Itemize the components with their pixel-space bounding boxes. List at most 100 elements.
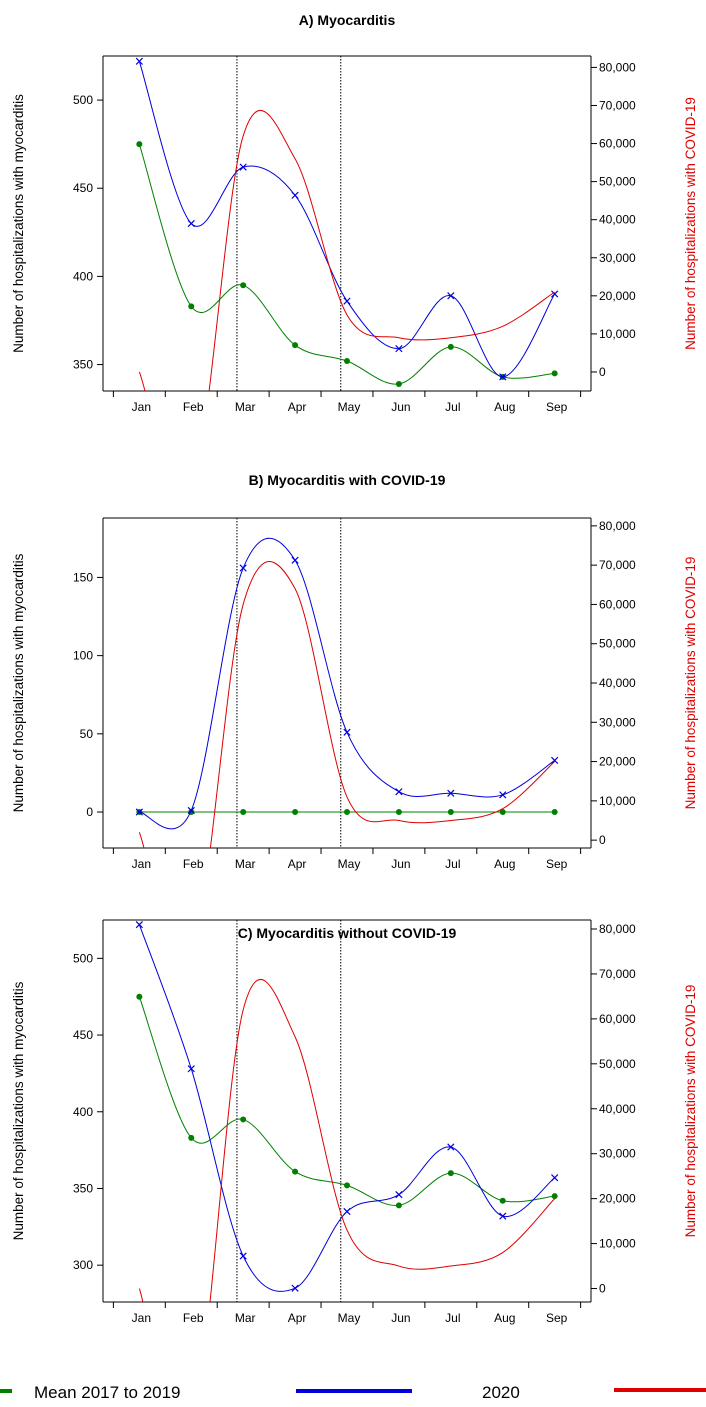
y2-tick-label: 50,000 xyxy=(599,637,636,651)
y-tick-label: 300 xyxy=(73,1258,93,1272)
x-tick-label: Sep xyxy=(546,400,568,414)
chart-title: B) Myocarditis with COVID-19 xyxy=(249,472,446,488)
y2-tick-label: 70,000 xyxy=(599,558,636,572)
y2-tick-label: 40,000 xyxy=(599,213,636,227)
x-tick-label: Apr xyxy=(288,1311,307,1325)
data-point-mean-2017-to-2019 xyxy=(499,809,506,816)
data-point-2020 xyxy=(551,756,559,765)
data-point-mean-2017-to-2019 xyxy=(188,1134,195,1141)
y-tick-label: 450 xyxy=(73,1028,93,1042)
marker-stroke xyxy=(291,556,299,564)
marker-stroke xyxy=(499,791,507,799)
series-line-2020 xyxy=(138,924,555,1292)
chart-panel-1: A) Myocarditis Jan Feb Mar Apr May Jun Jul Aug Se… xyxy=(11,12,698,414)
y2-tick-label: 0 xyxy=(599,1282,606,1296)
legend: Mean 2017 to 2019 2020 xyxy=(0,1383,706,1402)
marker-stroke xyxy=(187,1065,195,1073)
data-point-mean-2017-to-2019 xyxy=(240,282,247,289)
y2-axis-label: Number of hospitalizations with COVID-19 xyxy=(683,557,698,810)
y-tick-label: 50 xyxy=(80,727,94,741)
data-point-2020 xyxy=(499,373,507,381)
data-point-mean-2017-to-2019 xyxy=(292,809,299,816)
x-tick-label: Mar xyxy=(235,400,256,414)
y2-tick-label: 40,000 xyxy=(599,1102,636,1116)
marker-stroke xyxy=(395,788,403,796)
data-point-2020 xyxy=(343,1207,351,1216)
data-point-mean-2017-to-2019 xyxy=(395,1202,402,1209)
y2-tick-label: 70,000 xyxy=(599,98,636,112)
marker-stroke xyxy=(551,290,559,298)
series-line-mean-2017-to-2019 xyxy=(138,996,555,1206)
data-point-mean-2017-to-2019 xyxy=(447,809,454,816)
y-tick-label: 150 xyxy=(73,570,93,584)
y2-tick-label: 80,000 xyxy=(599,60,636,74)
y-axis-label: Number of hospitalizations with myocardi… xyxy=(11,94,26,353)
x-tick-label: Mar xyxy=(235,1311,256,1325)
data-point-2020 xyxy=(187,806,195,815)
x-tick-label: Sep xyxy=(546,1311,568,1325)
y2-tick-label: 40,000 xyxy=(599,676,636,690)
x-tick-label: Jan xyxy=(132,1311,151,1325)
marker-stroke xyxy=(343,728,351,736)
marker-stroke xyxy=(187,219,195,228)
marker-stroke xyxy=(239,564,247,572)
marker-stroke xyxy=(499,373,507,381)
data-point-mean-2017-to-2019 xyxy=(344,1182,350,1189)
y2-tick-label: 80,000 xyxy=(599,922,636,936)
x-tick-label: Jun xyxy=(391,1311,410,1325)
chart-title: A) Myocarditis xyxy=(299,12,396,28)
x-tick-label: Mar xyxy=(235,857,256,871)
data-point-mean-2017-to-2019 xyxy=(551,809,558,816)
y2-tick-label: 60,000 xyxy=(599,1012,636,1026)
y2-tick-label: 30,000 xyxy=(599,251,636,265)
x-tick-label: Feb xyxy=(183,857,204,871)
marker-stroke xyxy=(135,920,143,929)
series-group xyxy=(135,537,559,848)
data-point-2020 xyxy=(239,1252,247,1260)
data-point-2020 xyxy=(395,345,403,353)
data-point-2020 xyxy=(551,1174,559,1182)
data-point-mean-2017-to-2019 xyxy=(136,993,143,1000)
y2-axis-label: Number of hospitalizations with COVID-19 xyxy=(683,985,698,1238)
x-tick-label: Jun xyxy=(391,857,410,871)
marker-stroke xyxy=(187,806,195,815)
marker-stroke xyxy=(239,163,247,171)
y-tick-label: 350 xyxy=(73,1181,93,1195)
y2-tick-label: 80,000 xyxy=(599,519,636,533)
data-point-mean-2017-to-2019 xyxy=(240,809,247,816)
x-tick-label: Aug xyxy=(494,400,515,414)
y2-tick-label: 60,000 xyxy=(599,597,636,611)
data-point-2020 xyxy=(499,1212,507,1220)
x-tick-label: Aug xyxy=(494,1311,515,1325)
data-point-2020 xyxy=(447,789,455,797)
y-tick-label: 0 xyxy=(86,805,93,819)
x-tick-label: Jul xyxy=(445,400,460,414)
y2-tick-label: 30,000 xyxy=(599,715,636,729)
x-tick-label: Sep xyxy=(546,857,568,871)
series-line-2020 xyxy=(139,537,555,830)
series-line-2020 xyxy=(138,61,556,378)
marker-stroke xyxy=(395,1190,403,1199)
x-tick-label: Feb xyxy=(183,400,204,414)
series-line-mean-2017-to-2019 xyxy=(138,144,555,385)
data-point-2020 xyxy=(135,920,143,929)
y2-tick-label: 50,000 xyxy=(599,175,636,189)
data-point-2020 xyxy=(499,791,507,799)
y2-tick-label: 50,000 xyxy=(599,1057,636,1071)
data-point-mean-2017-to-2019 xyxy=(395,809,402,816)
series-line-covid-19 xyxy=(138,110,555,391)
x-tick-label: Aug xyxy=(494,857,515,871)
y2-tick-label: 30,000 xyxy=(599,1147,636,1161)
x-tick-label: May xyxy=(338,857,361,871)
y-tick-label: 500 xyxy=(73,951,93,965)
marker-stroke xyxy=(395,345,403,353)
marker-stroke xyxy=(239,1252,247,1260)
y2-tick-label: 20,000 xyxy=(599,289,636,303)
data-point-mean-2017-to-2019 xyxy=(447,1170,454,1177)
data-point-2020 xyxy=(291,1284,299,1292)
y2-tick-label: 10,000 xyxy=(599,794,636,808)
data-point-mean-2017-to-2019 xyxy=(136,141,143,148)
marker-stroke xyxy=(291,1284,299,1292)
y-tick-label: 400 xyxy=(73,269,93,283)
